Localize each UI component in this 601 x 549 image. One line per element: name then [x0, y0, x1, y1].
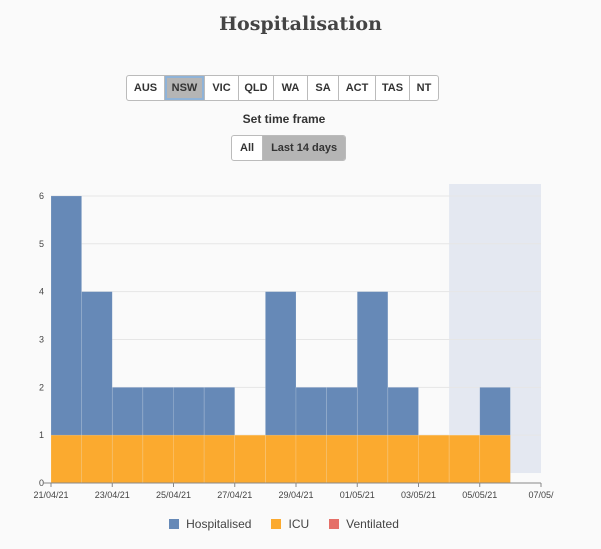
region-button-vic[interactable]: VIC: [205, 76, 239, 100]
x-tick-label: 27/04/21: [217, 490, 252, 500]
legend-swatch: [329, 519, 340, 529]
x-tick-label: 21/04/21: [33, 490, 68, 500]
legend-swatch: [169, 519, 180, 529]
timeframe-button-last-14-days[interactable]: Last 14 days: [263, 136, 346, 160]
bar-icu-2: [111, 434, 144, 484]
y-tick-label: 2: [39, 382, 44, 392]
y-tick-label: 0: [39, 478, 44, 488]
hospitalisation-chart: 0 1 2 3 4 5 6 21/04/21 23/04/21 25/04/21 27/04/21 2…: [33, 184, 554, 500]
region-button-nt[interactable]: NT: [416, 82, 432, 94]
y-tick-label: 1: [39, 430, 44, 440]
timeframe-label: Set time frame: [242, 112, 326, 126]
x-tick-label: 29/04/21: [278, 490, 313, 500]
bar-icu-4: [173, 434, 205, 484]
bar-icu-8: [295, 434, 327, 484]
y-tick-label: 4: [39, 287, 44, 297]
x-tick-label: 03/05/21: [401, 490, 436, 500]
legend-swatch: [271, 519, 282, 529]
y-tick-label: 3: [39, 334, 44, 344]
bar-icu-9: [326, 434, 358, 484]
region-button-act[interactable]: ACT: [339, 76, 376, 100]
bar-icu-12: [418, 434, 450, 484]
legend-item-hospitalised: Hospitalised: [169, 517, 251, 531]
legend-label: ICU: [288, 517, 310, 531]
bar-icu-7: [265, 434, 297, 484]
x-tick-label: 25/04/21: [156, 490, 191, 500]
bar-icu-1: [81, 434, 113, 484]
region-button-nsw[interactable]: NSW: [165, 76, 205, 100]
bar-icu-10: [356, 434, 389, 484]
x-tick-label: 01/05/21: [340, 490, 375, 500]
timeframe-selector: All Last 14 days: [231, 135, 347, 161]
x-tick-label: 07/05/: [528, 490, 554, 500]
region-selector: AUS NSW VIC QLD WA SA ACT TAS NT: [126, 75, 439, 101]
bar-icu-11: [387, 434, 419, 484]
legend-label: Hospitalised: [186, 517, 252, 531]
region-button-sa[interactable]: SA: [308, 76, 339, 100]
x-tick-label: 05/05/21: [462, 490, 497, 500]
chart-legend: Hospitalised ICU Ventilated: [0, 517, 568, 531]
region-button-wa[interactable]: WA: [274, 76, 308, 100]
timeframe-button-all[interactable]: All: [232, 136, 264, 160]
region-button-qld[interactable]: QLD: [239, 76, 274, 100]
bar-icu-0: [50, 434, 82, 484]
bar-icu-6: [234, 434, 266, 484]
region-button-tas[interactable]: TAS: [376, 76, 410, 100]
bar-icu-14: [479, 434, 511, 484]
y-tick-label: 6: [39, 191, 44, 201]
bar-icu-5: [203, 434, 236, 484]
legend-item-ventilated: Ventilated: [329, 517, 399, 531]
legend-item-icu: ICU: [271, 517, 309, 531]
x-tick-label: 23/04/21: [95, 490, 130, 500]
bar-icu-3: [142, 434, 174, 484]
y-tick-label: 5: [39, 239, 44, 249]
bar-icu-13: [448, 434, 481, 484]
region-button-aus[interactable]: AUS: [127, 76, 165, 100]
page-title: Hospitalisation: [219, 13, 382, 35]
legend-label: Ventilated: [346, 517, 399, 531]
